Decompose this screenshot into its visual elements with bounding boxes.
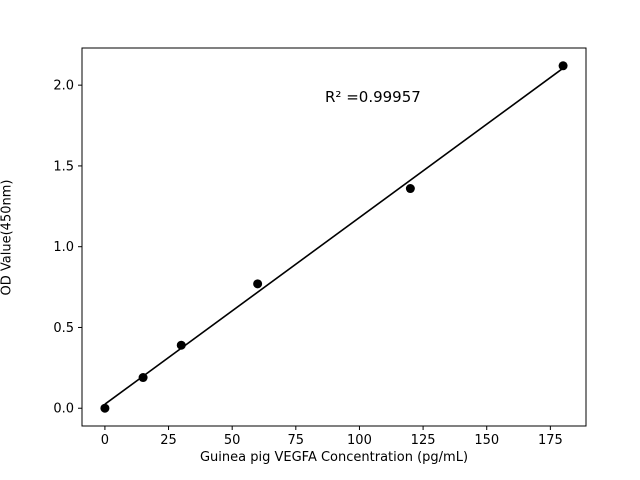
data-point — [558, 61, 568, 71]
x-tick-label: 175 — [538, 433, 563, 448]
data-point — [138, 373, 148, 383]
y-tick-label: 1.5 — [53, 159, 74, 174]
y-tick-label: 0.5 — [53, 321, 74, 336]
x-tick-label: 0 — [101, 433, 109, 448]
data-point — [253, 279, 263, 289]
y-axis-label: OD Value(450nm) — [0, 179, 15, 296]
x-axis-label: Guinea pig VEGFA Concentration (pg/mL) — [199, 450, 469, 465]
r-squared-annotation: R² =0.99957 — [325, 88, 421, 106]
data-point — [176, 340, 186, 350]
plot-spines — [81, 47, 587, 427]
data-point — [100, 403, 110, 413]
data-point — [405, 184, 415, 194]
fit-line — [104, 67, 564, 405]
y-tick-label: 2.0 — [53, 79, 74, 94]
x-tick-label: 75 — [288, 433, 305, 448]
x-tick-label: 150 — [474, 433, 499, 448]
y-tick-label: 1.0 — [53, 240, 74, 255]
x-tick-label: 25 — [160, 433, 177, 448]
x-tick-label: 50 — [224, 433, 241, 448]
x-tick-label: 125 — [411, 433, 436, 448]
x-tick-label: 100 — [347, 433, 372, 448]
y-tick-label: 0.0 — [53, 402, 74, 417]
